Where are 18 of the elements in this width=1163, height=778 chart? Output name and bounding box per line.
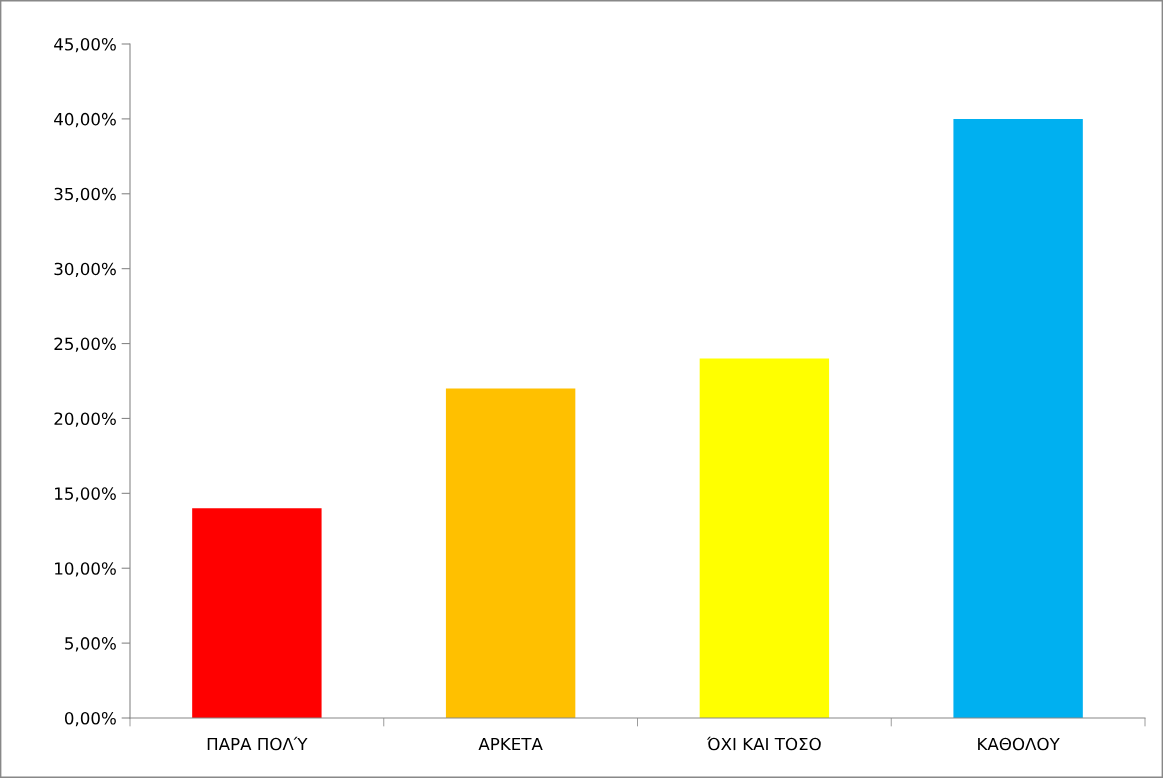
y-tick-label: 30,00% xyxy=(54,262,116,277)
y-tick-label: 15,00% xyxy=(55,487,116,502)
bar xyxy=(953,118,1083,718)
y-tick-label: 20,00% xyxy=(54,412,116,427)
y-tick-label: 40,00% xyxy=(54,112,116,128)
x-tick-label: ΌΧΙ ΚΑΙ ΤΟΣΟ xyxy=(706,736,821,751)
y-tick-label: 10,00% xyxy=(55,562,116,577)
y-tick-label: 25,00% xyxy=(54,337,116,352)
bar xyxy=(445,388,576,718)
bar xyxy=(192,508,322,718)
x-tick-label: ΚΑΘΟΛΟΥ xyxy=(978,737,1060,751)
y-tick-label: 5,00% xyxy=(65,637,116,652)
y-tick-label: 35,00% xyxy=(54,187,116,203)
y-tick-label: 0,00% xyxy=(64,711,116,727)
bar xyxy=(699,358,830,718)
y-tick-label: 45,00% xyxy=(54,37,116,53)
x-tick-label: ΠΑΡΑ ΠΟΛΎ xyxy=(207,736,308,751)
x-tick-label: ΑΡΚΕΤΑ xyxy=(478,737,543,751)
